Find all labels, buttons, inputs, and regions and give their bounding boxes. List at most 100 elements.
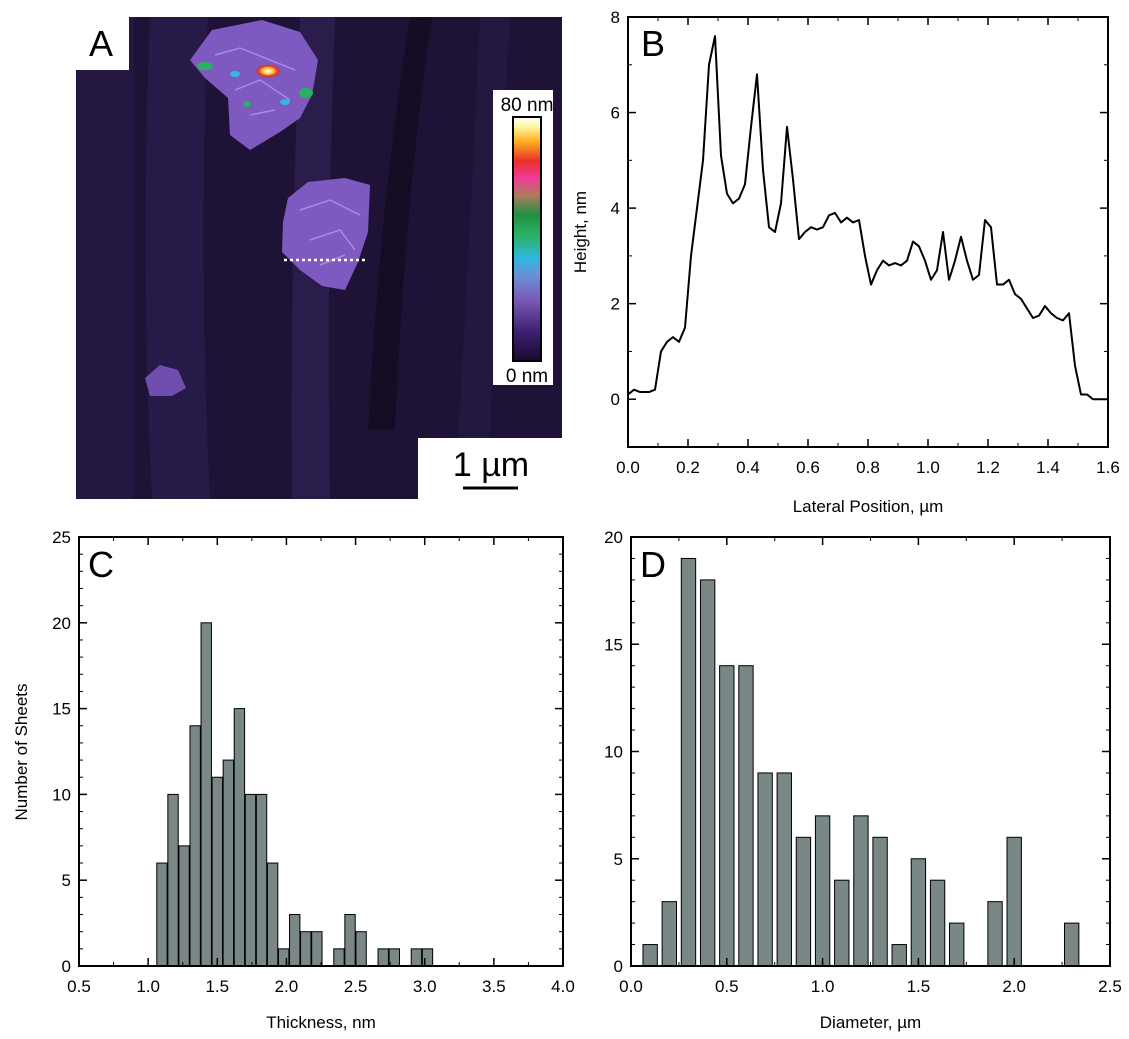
x-tick-label: 3.0 (413, 977, 437, 996)
afm-spot (197, 62, 213, 70)
panel-d-label: D (640, 544, 666, 585)
bar (853, 815, 869, 967)
panel-c-label: C (88, 544, 114, 585)
bar (949, 922, 965, 967)
bar (776, 772, 792, 967)
bar (355, 931, 367, 967)
bar (167, 793, 179, 967)
bar (289, 914, 301, 967)
x-tick-label: 2.5 (1098, 977, 1122, 996)
bar (156, 862, 168, 967)
x-tick-label: 0.6 (796, 458, 820, 477)
x-tick-label: 2.5 (344, 977, 368, 996)
bar (178, 845, 190, 967)
x-tick-label: 0.8 (856, 458, 880, 477)
y-tick-label: 10 (52, 785, 71, 804)
bar (421, 948, 434, 967)
scalebar-box (418, 438, 564, 501)
x-tick-label: 1.5 (205, 977, 229, 996)
x-tick-label: 1.4 (1036, 458, 1060, 477)
bar (233, 708, 246, 967)
bar (699, 579, 716, 967)
y-tick-label: 4 (611, 199, 620, 218)
y-tick-label: 0 (611, 390, 620, 409)
bar (661, 901, 678, 967)
panel-a: A 80 nm 0 nm 1 µm (76, 17, 564, 501)
bar (795, 836, 812, 967)
x-tick-label: 4.0 (551, 977, 575, 996)
bar (719, 665, 735, 967)
bar (300, 931, 312, 967)
x-tick-label: 3.5 (482, 977, 506, 996)
y-tick-label: 25 (52, 528, 71, 547)
bar (388, 948, 400, 967)
y-tick-label: 10 (604, 743, 623, 762)
bar (738, 665, 754, 967)
y-tick-label: 2 (611, 295, 620, 314)
bar (814, 815, 831, 967)
y-tick-label: 0 (62, 957, 71, 976)
afm-terrace (76, 17, 134, 499)
x-tick-label: 2.0 (1002, 977, 1026, 996)
y-tick-label: 20 (604, 528, 623, 547)
x-tick-label: 1.5 (907, 977, 931, 996)
bar (200, 622, 212, 967)
x-tick-label: 0.4 (736, 458, 760, 477)
y-tick-label: 8 (611, 8, 620, 27)
bar (987, 901, 1003, 967)
bar (410, 948, 423, 967)
y-tick-label: 20 (52, 614, 71, 633)
afm-spot (299, 88, 313, 98)
plot-frame (627, 16, 1109, 448)
panel-d-chart: D 0.0 0.5 1.0 1.5 2.0 2.5 0 5 10 15 20 Diameter, µm (604, 528, 1122, 1032)
x-tick-label: 1.0 (136, 977, 160, 996)
bar (910, 858, 927, 967)
bar (1063, 922, 1080, 967)
afm-spot (243, 101, 251, 107)
y-tick-label: 15 (604, 635, 623, 654)
bar (642, 944, 658, 967)
colorbar (512, 116, 542, 362)
afm-flake-ridges (214, 47, 296, 116)
x-tick-label: 0.2 (676, 458, 700, 477)
bar (244, 793, 257, 967)
panel-b-label: B (641, 23, 665, 64)
x-tick-label: 1.0 (916, 458, 940, 477)
x-tick-label: 0.0 (616, 458, 640, 477)
x-tick-label: 0.0 (619, 977, 643, 996)
bar (333, 948, 345, 967)
x-axis-label: Thickness, nm (266, 1013, 376, 1032)
panel-a-label-box (76, 17, 129, 70)
bar (929, 879, 946, 967)
panel-a-label: A (89, 23, 113, 64)
x-axis-label: Diameter, µm (820, 1013, 921, 1032)
afm-hotspot (255, 64, 281, 78)
bar (255, 793, 268, 967)
bar (757, 772, 773, 967)
bar (266, 862, 279, 967)
x-tick-label: 0.5 (715, 977, 739, 996)
bar (834, 879, 850, 967)
y-axis-label: Height, nm (571, 191, 590, 273)
y-tick-label: 15 (52, 700, 71, 719)
x-tick-label: 0.5 (67, 977, 91, 996)
bar (222, 759, 235, 967)
bar (377, 948, 389, 967)
x-tick-label: 1.6 (1096, 458, 1120, 477)
bar (344, 914, 356, 967)
y-axis-label: Number of Sheets (12, 683, 31, 820)
x-tick-label: 1.0 (811, 977, 835, 996)
colorbar-bottom-label: 0 nm (506, 366, 548, 387)
panel-c-chart: C 0.5 1.0 1.5 2.0 2.5 3.0 3.5 4.0 0 5 10 15 20 25 Thic… (12, 528, 575, 1032)
y-tick-label: 0 (614, 957, 623, 976)
afm-spot (230, 71, 240, 77)
y-tick-label: 6 (611, 104, 620, 123)
x-tick-label: 1.2 (976, 458, 1000, 477)
bar (1006, 836, 1022, 967)
plot-frame (78, 536, 564, 967)
bar (189, 725, 201, 967)
series-line (627, 35, 1108, 401)
bar (872, 836, 888, 967)
